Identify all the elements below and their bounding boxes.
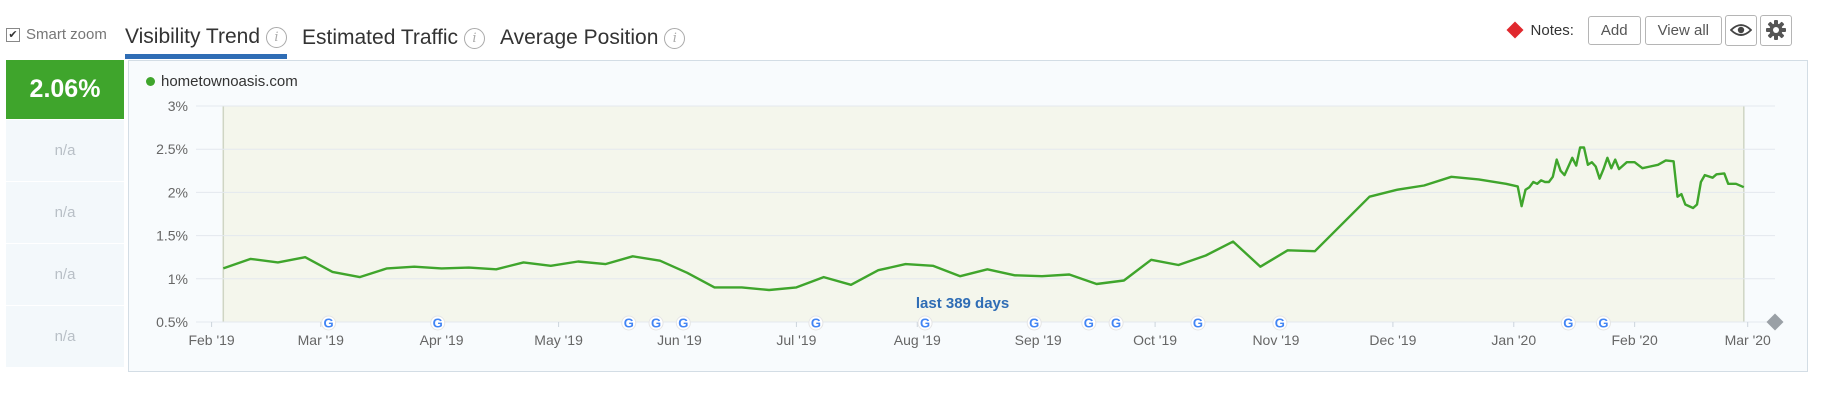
google-update-icon — [675, 315, 691, 331]
google-update-icon — [1026, 315, 1042, 331]
eye-icon — [1730, 24, 1752, 36]
google-update-letter: G — [1563, 316, 1573, 331]
info-icon[interactable]: i — [464, 27, 486, 49]
google-update-letter: G — [323, 316, 333, 331]
notes-label: Notes: — [1530, 21, 1574, 39]
x-tick-label: Aug '19 — [894, 332, 941, 348]
x-tick-label: Feb '20 — [1612, 332, 1658, 348]
tab-visibility-trend[interactable]: Visibility Trend i — [125, 20, 288, 59]
y-tick-label: 1.5% — [156, 228, 188, 244]
google-update-icon — [621, 315, 637, 331]
smart-zoom-checkbox[interactable]: ✔ — [6, 27, 20, 42]
settings-button[interactable] — [1760, 14, 1792, 46]
series-line — [222, 146, 1745, 292]
google-update-letter: G — [678, 316, 688, 331]
info-icon[interactable]: i — [664, 27, 686, 49]
google-update-letter: G — [651, 316, 661, 331]
google-update-icon — [808, 315, 824, 331]
google-update-letter: G — [1193, 316, 1203, 331]
legend-dot — [146, 77, 155, 86]
eye-button[interactable] — [1725, 14, 1757, 46]
google-update-letter: G — [811, 316, 821, 331]
google-update-letter: G — [1275, 316, 1285, 331]
y-tick-label: 1% — [168, 271, 188, 287]
x-tick-label: Mar '19 — [298, 332, 344, 348]
gear-icon — [1766, 20, 1786, 40]
x-tick-label: Feb '19 — [188, 332, 234, 348]
tab-label: Average Position — [500, 26, 659, 49]
chart-legend[interactable]: hometownoasis.com — [146, 73, 298, 90]
tab-label: Visibility Trend — [125, 25, 261, 48]
x-tick-label: Dec '19 — [1369, 332, 1416, 348]
note-marker-icon — [1766, 313, 1784, 331]
period-label: last 389 days — [916, 295, 1009, 312]
info-icon[interactable]: i — [266, 26, 288, 48]
tab-average-position[interactable]: Average Position i — [500, 20, 686, 56]
google-update-icon — [917, 315, 933, 331]
y-tick-label: 2% — [168, 184, 188, 200]
x-tick-label: Apr '19 — [420, 332, 464, 348]
tab-estimated-traffic[interactable]: Estimated Traffic i — [302, 20, 486, 56]
google-update-icon — [1595, 315, 1611, 331]
tab-label: Estimated Traffic — [302, 26, 459, 49]
y-tick-label: 3% — [168, 98, 188, 114]
google-update-icon — [321, 315, 337, 331]
metric-row: n/a — [6, 244, 124, 305]
google-update-letter: G — [433, 316, 443, 331]
google-update-icon — [1081, 315, 1097, 331]
y-tick-label: 2.5% — [156, 141, 188, 157]
google-update-letter: G — [920, 316, 930, 331]
x-tick-label: Mar '20 — [1725, 332, 1771, 348]
y-tick-label: 0.5% — [156, 314, 188, 330]
period-band — [223, 106, 1744, 322]
metric-row: n/a — [6, 182, 124, 243]
google-update-letter: G — [1029, 316, 1039, 331]
google-update-icon — [1108, 315, 1124, 331]
smart-zoom-label: Smart zoom — [26, 26, 107, 43]
google-update-icon — [1560, 315, 1576, 331]
view-all-notes-button[interactable]: View all — [1644, 15, 1722, 45]
google-update-icon — [430, 315, 446, 331]
google-update-icon — [1190, 315, 1206, 331]
google-update-icon — [648, 315, 664, 331]
notes-controls: Notes: Add View all — [1506, 14, 1792, 46]
x-tick-label: Jun '19 — [657, 332, 702, 348]
metrics-column: 2.06% n/a n/a n/a n/a — [6, 60, 124, 367]
legend-series-name: hometownoasis.com — [161, 73, 298, 90]
google-update-letter: G — [624, 316, 634, 331]
metric-row: n/a — [6, 120, 124, 181]
google-update-letter: G — [1598, 316, 1608, 331]
x-tick-label: Jul '19 — [776, 332, 816, 348]
x-tick-label: Jan '20 — [1491, 332, 1536, 348]
google-update-letter: G — [1084, 316, 1094, 331]
x-tick-label: Nov '19 — [1252, 332, 1299, 348]
x-tick-label: Oct '19 — [1133, 332, 1177, 348]
current-visibility-value: 2.06% — [6, 60, 124, 119]
x-tick-label: Sep '19 — [1015, 332, 1062, 348]
x-tick-label: May '19 — [534, 332, 583, 348]
smart-zoom-toggle[interactable]: ✔ Smart zoom — [6, 26, 107, 43]
toolbar: ✔ Smart zoom Visibility Trend i Estimate… — [0, 0, 1828, 60]
add-note-button[interactable]: Add — [1587, 15, 1641, 45]
google-update-icon — [1272, 315, 1288, 331]
metric-row: n/a — [6, 306, 124, 367]
google-update-letter: G — [1111, 316, 1121, 331]
